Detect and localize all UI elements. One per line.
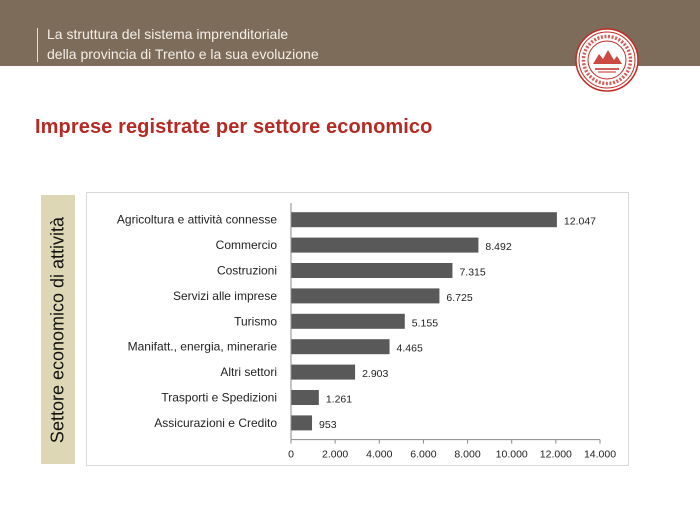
bar (291, 313, 405, 329)
x-tick-label: 0 (288, 449, 294, 461)
data-label: 12.047 (564, 216, 596, 228)
bar-chart: Agricoltura e attività connesse 12.047 Com… (117, 203, 616, 461)
header-title: La struttura del sistema imprenditoriale… (47, 24, 467, 64)
x-tick-label: 6.000 (410, 449, 436, 461)
data-label: 1.261 (326, 394, 352, 406)
data-label: 7.315 (459, 267, 485, 279)
header-title-line1: La struttura del sistema imprenditoriale (47, 26, 289, 42)
bar (291, 263, 453, 278)
header-title-line2: della provincia di Trento e la sua evolu… (47, 46, 319, 62)
x-tick-label: 4.000 (366, 449, 392, 461)
category-label: Agricoltura e attività connesse (117, 213, 277, 227)
category-label: Servizi alle imprese (173, 289, 277, 303)
bar (291, 390, 319, 405)
data-label: 6.725 (446, 292, 472, 304)
category-label: Altri settori (220, 365, 277, 379)
chamber-of-commerce-seal-icon (575, 28, 639, 92)
x-tick-label: 14.000 (584, 449, 616, 461)
category-label: Costruzioni (217, 264, 277, 278)
data-label: 953 (319, 419, 337, 431)
category-label: Commercio (216, 238, 278, 252)
bar (291, 415, 313, 431)
bar (291, 237, 479, 253)
y-axis-label-box (41, 195, 75, 464)
header-divider (37, 28, 38, 62)
y-axis-label: Settore economico di attività (47, 216, 68, 444)
category-label: Turismo (234, 314, 277, 328)
data-label: 4.465 (397, 343, 423, 355)
x-tick-label: 8.000 (454, 449, 480, 461)
chart-frame: Agricoltura e attività connesse 12.047 Com… (86, 192, 629, 466)
x-tick-label: 10.000 (496, 449, 528, 461)
bar (291, 339, 390, 355)
x-tick-label: 2.000 (322, 449, 348, 461)
data-label: 8.492 (485, 241, 511, 253)
bar (291, 212, 557, 228)
page-title: Imprese registrate per settore economico (35, 116, 433, 138)
bar (291, 364, 356, 380)
category-label: Manifatt., energia, minerarie (128, 340, 278, 354)
data-label: 2.903 (362, 368, 388, 380)
bar (291, 288, 440, 304)
data-label: 5.155 (412, 317, 438, 329)
category-label: Trasporti e Spedizioni (161, 391, 277, 405)
x-tick-label: 12.000 (540, 449, 572, 461)
category-label: Assicurazioni e Credito (154, 416, 277, 430)
